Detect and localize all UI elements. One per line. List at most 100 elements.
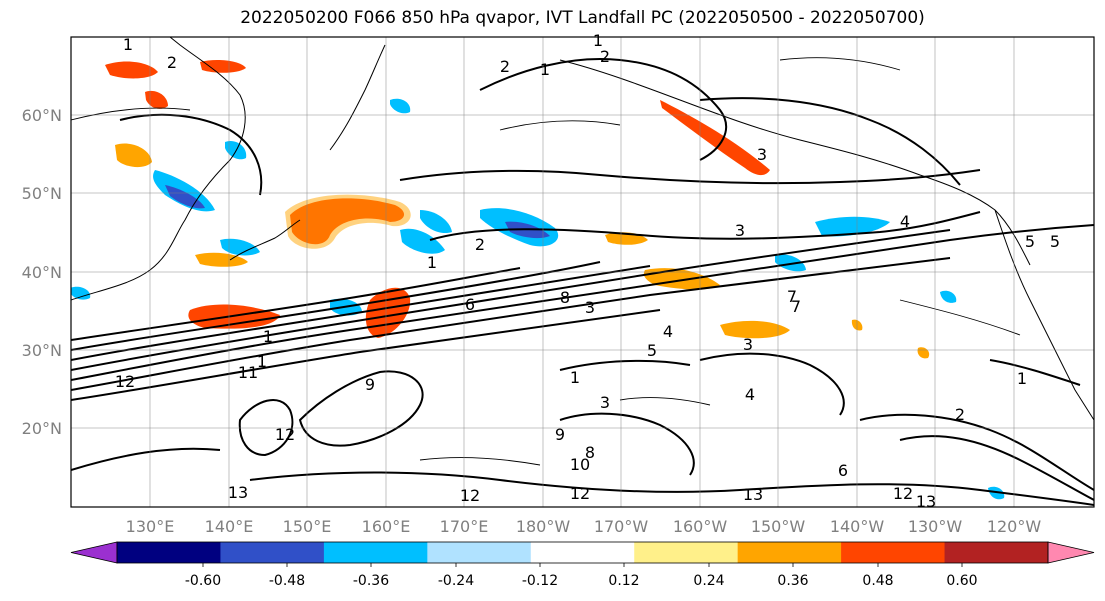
ivt-contour bbox=[399, 169, 981, 185]
ivt-contour bbox=[429, 211, 981, 241]
contour-label: 3 bbox=[735, 221, 745, 240]
lat-tick-label: 20°N bbox=[22, 419, 62, 438]
shade-orange-blob bbox=[643, 268, 720, 290]
contour-label: 2 bbox=[475, 235, 485, 254]
shade-orange-blob bbox=[285, 194, 411, 249]
shade-blue-blob bbox=[420, 210, 452, 234]
ivt-contour bbox=[71, 265, 651, 361]
contour-label: 1 bbox=[263, 327, 273, 346]
contour-label: 1 bbox=[593, 31, 603, 50]
colorbar-tick-label: 0.24 bbox=[693, 573, 724, 589]
ivt-contour bbox=[699, 352, 845, 416]
contour-label: 3 bbox=[757, 145, 767, 164]
shade-blue-blob bbox=[153, 170, 215, 212]
colorbar-segment bbox=[944, 542, 1049, 563]
contour-label: 12 bbox=[115, 372, 135, 391]
contour-label: 3 bbox=[743, 335, 753, 354]
contour-label: 12 bbox=[570, 484, 590, 503]
lat-tick-label: 50°N bbox=[22, 184, 62, 203]
ivt-contour bbox=[479, 58, 727, 161]
lon-tick-label: 140°E bbox=[205, 517, 254, 536]
contour-label: 4 bbox=[900, 212, 910, 231]
contour-label: 11 bbox=[238, 363, 258, 382]
colorbar-segment bbox=[530, 542, 635, 563]
ivt-contour bbox=[71, 261, 601, 351]
lon-tick-label: 120°W bbox=[987, 517, 1042, 536]
colorbar-segment bbox=[323, 542, 428, 563]
lon-tick-label: 170°E bbox=[440, 517, 489, 536]
shade-orange-blob bbox=[720, 320, 790, 339]
ivt-contour bbox=[249, 471, 1094, 506]
contour-label: 1 bbox=[540, 60, 550, 79]
colorbar-extend-high bbox=[1047, 541, 1095, 564]
contour-label: 13 bbox=[916, 492, 936, 511]
contour-label: 5 bbox=[1050, 232, 1060, 251]
shade-orange-blob bbox=[660, 100, 770, 176]
lon-tick-label: 150°E bbox=[283, 517, 332, 536]
shade-blue-blob bbox=[225, 140, 247, 160]
ivt-contour bbox=[71, 267, 521, 341]
ivt-contours bbox=[71, 58, 1094, 506]
shade-blue-blob bbox=[220, 238, 260, 256]
shade-orange-blob bbox=[145, 90, 168, 109]
lat-labels: 60°N 50°N 40°N 30°N 20°N bbox=[22, 106, 62, 438]
contour-label: 12 bbox=[893, 484, 913, 503]
shade-orange-blob bbox=[200, 60, 246, 73]
contour-label: 7 bbox=[787, 287, 797, 306]
thin-contour bbox=[779, 57, 901, 71]
ivt-contour bbox=[298, 370, 424, 447]
ivt-contour bbox=[699, 97, 961, 186]
colorbar-tick-label: 0.12 bbox=[608, 573, 639, 589]
coastline-japan bbox=[229, 219, 301, 261]
coastline-kamchatka bbox=[329, 44, 386, 151]
colorbar-segment bbox=[427, 542, 532, 563]
coastline-na-west bbox=[994, 209, 1094, 421]
lat-tick-label: 60°N bbox=[22, 106, 62, 125]
contour-label: 1 bbox=[427, 253, 437, 272]
contour-label: 10 bbox=[570, 455, 590, 474]
ivt-contour bbox=[238, 399, 294, 457]
field-contours-thin bbox=[71, 57, 1021, 466]
ivt-contour bbox=[71, 257, 951, 391]
shade-orange-blob bbox=[105, 61, 158, 79]
colorbar-tick-label: -0.12 bbox=[522, 573, 558, 589]
contour-label: 1 bbox=[123, 35, 133, 54]
lon-tick-label: 180°W bbox=[516, 517, 571, 536]
contour-label: 2 bbox=[500, 57, 510, 76]
thin-contour bbox=[619, 397, 711, 406]
thin-contour bbox=[499, 120, 621, 131]
ivt-contour bbox=[71, 447, 221, 471]
coastlines bbox=[71, 37, 1094, 421]
lon-labels: 130°E 140°E 150°E 160°E 170°E 180°W 170°W 160°W… bbox=[126, 517, 1042, 536]
shade-blue-blob bbox=[775, 254, 806, 272]
shade-blue-blob bbox=[71, 286, 91, 300]
colorbar-frame bbox=[116, 541, 1049, 564]
colorbar-tick-label: 0.48 bbox=[862, 573, 893, 589]
contour-label: 9 bbox=[365, 375, 375, 394]
contour-label: 5 bbox=[647, 341, 657, 360]
ivt-contour bbox=[71, 224, 1094, 381]
shade-blue-blob bbox=[940, 290, 957, 303]
colorbar-extend-low bbox=[70, 541, 118, 564]
contour-label: 3 bbox=[600, 393, 610, 412]
contour-label: 6 bbox=[465, 295, 475, 314]
ivt-contour bbox=[989, 359, 1081, 386]
lon-tick-label: 140°W bbox=[830, 517, 885, 536]
colorbar-tick-label: 0.36 bbox=[777, 573, 808, 589]
thin-contour bbox=[419, 457, 541, 466]
lon-tick-label: 160°W bbox=[673, 517, 728, 536]
contour-label: 13 bbox=[228, 483, 248, 502]
lon-tick-label: 150°W bbox=[751, 517, 806, 536]
colorbar-segment bbox=[841, 542, 946, 563]
contour-label: 8 bbox=[560, 288, 570, 307]
map-frame bbox=[70, 36, 1095, 508]
contour-label: 8 bbox=[585, 443, 595, 462]
contour-label: 3 bbox=[585, 298, 595, 317]
contour-label: 9 bbox=[555, 425, 565, 444]
shade-orange-blob bbox=[115, 143, 152, 168]
contour-label: 5 bbox=[1025, 232, 1035, 251]
colorbar-segment bbox=[220, 542, 325, 563]
lat-tick-label: 40°N bbox=[22, 263, 62, 282]
colorbar-segment bbox=[737, 542, 842, 563]
